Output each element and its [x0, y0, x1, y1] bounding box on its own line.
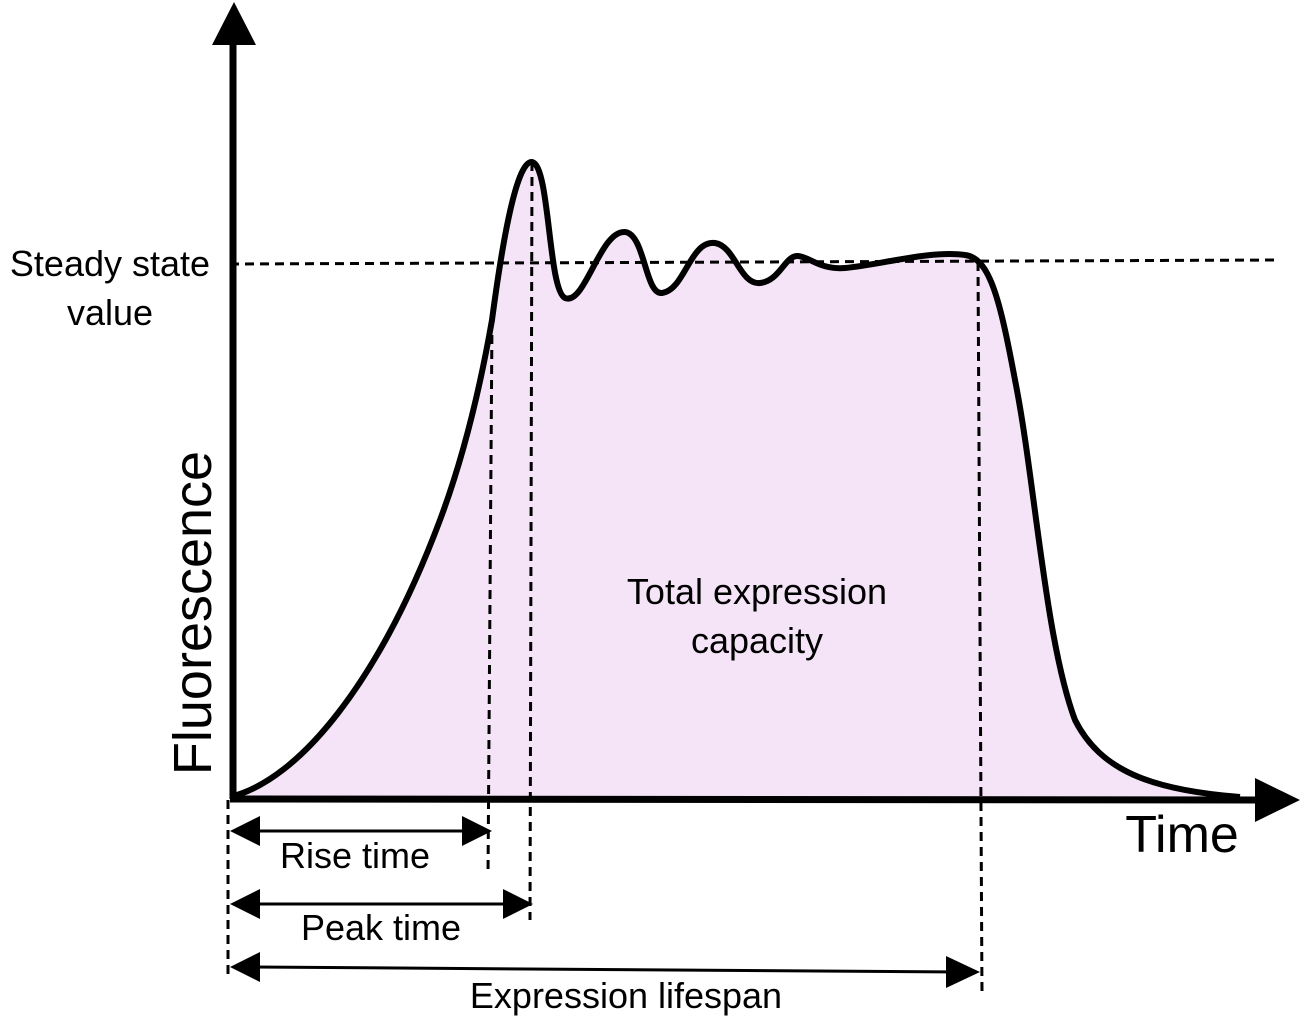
lifespan-guide: [976, 261, 984, 996]
expression-area: [230, 161, 1240, 797]
x-axis: [229, 795, 1261, 804]
area-label: Total expression: [627, 571, 887, 612]
rise-time-arrow: [230, 816, 492, 846]
expression-curve: [229, 159, 1241, 800]
peak-time-label: Peak time: [301, 907, 461, 948]
y-axis-arrowhead: [212, 2, 256, 45]
rise-time-guide: [486, 319, 494, 876]
y-axis-label: Fluorescence: [163, 451, 223, 775]
x-axis-arrowhead: [1255, 778, 1300, 822]
x-axis-label: Time: [1125, 806, 1239, 864]
rise-time-label: Rise time: [280, 835, 430, 876]
peak-time-arrow: [230, 889, 533, 919]
steady-state-label: value: [67, 292, 153, 333]
steady-state-line: [229, 258, 1281, 266]
lifespan-arrow: [230, 952, 980, 988]
area-label: capacity: [691, 620, 823, 661]
lifespan-label: Expression lifespan: [470, 975, 782, 1016]
peak-time-guide: [528, 161, 534, 921]
steady-state-label: Steady state: [10, 243, 210, 284]
